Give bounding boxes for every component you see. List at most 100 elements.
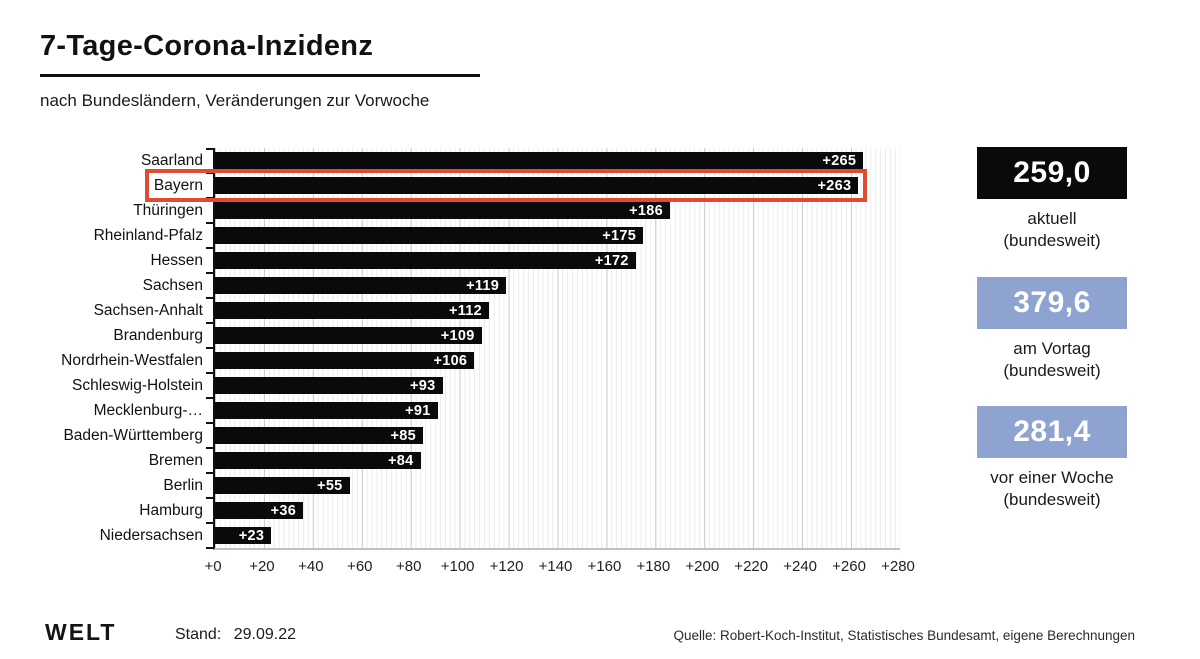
- stat-previous-day-value-box: 379,6: [977, 277, 1127, 329]
- x-axis-tick-label: +60: [347, 558, 373, 575]
- category-label: Sachsen: [142, 277, 203, 294]
- date-stamp-value: 29.09.22: [233, 626, 296, 643]
- y-axis-tick: [206, 547, 214, 549]
- x-axis-tick-label: +260: [832, 558, 866, 575]
- y-axis-tick: [206, 148, 214, 150]
- category-label: Nordrhein-Westfalen: [61, 352, 203, 369]
- stat-caption-line2: (bundesweit): [1003, 361, 1101, 380]
- bar-row: +23: [215, 523, 900, 548]
- bar-value-label: +265: [822, 152, 857, 169]
- y-axis-tick: [206, 322, 214, 324]
- category-labels: Saarland Bayern Thüringen Rheinland-Pfalz He…: [40, 148, 203, 548]
- stat-current-caption: aktuell (bundesweit): [977, 208, 1127, 252]
- bar-row: +172: [215, 248, 900, 273]
- bar-value-label: +172: [594, 252, 629, 269]
- bar-row: +55: [215, 473, 900, 498]
- stat-caption-line2: (bundesweit): [1003, 490, 1101, 509]
- stat-current: 259,0 aktuell (bundesweit): [977, 147, 1127, 252]
- stat-caption-line1: am Vortag: [1013, 339, 1091, 358]
- bar-row: +93: [215, 373, 900, 398]
- bar-value-label: +112: [448, 302, 482, 319]
- bar: +186: [215, 202, 671, 219]
- bar-row: +109: [215, 323, 900, 348]
- bar-value-label: +175: [602, 227, 637, 244]
- bar-chart: Saarland Bayern Thüringen Rheinland-Pfalz He…: [40, 148, 915, 588]
- x-axis-tick-label: +100: [440, 558, 475, 575]
- y-axis-ticks: [206, 148, 214, 550]
- bar-row: +84: [215, 448, 900, 473]
- bar-value-label: +85: [390, 427, 416, 444]
- stat-previous-week-value-box: 281,4: [977, 406, 1127, 458]
- bar: +85: [215, 427, 423, 444]
- x-axis-tick-label: +160: [587, 558, 622, 575]
- bar-row: +36: [215, 498, 900, 523]
- welt-logo: WELT: [45, 619, 117, 645]
- bar: +109: [215, 327, 482, 344]
- x-axis-tick-label: +180: [636, 558, 671, 575]
- x-axis-tick-label: +140: [538, 558, 573, 575]
- category-label: Baden-Württemberg: [63, 427, 203, 444]
- x-axis-tick-label: +80: [395, 558, 422, 575]
- x-axis-tick-label: +200: [685, 558, 720, 575]
- category-label: Hessen: [150, 252, 203, 269]
- bar: +175: [215, 227, 644, 244]
- bar-value-label: +36: [270, 502, 297, 519]
- stat-previous-day-caption: am Vortag (bundesweit): [977, 338, 1127, 382]
- bar-row: +106: [215, 348, 900, 373]
- bar-value-label: +93: [410, 377, 436, 394]
- category-label: Berlin: [163, 477, 203, 494]
- x-axis-tick-label: +220: [734, 558, 769, 575]
- bar: +23: [215, 527, 272, 544]
- stat-previous-week-value: 281,4: [1013, 415, 1091, 448]
- stat-caption-line1: vor einer Woche: [990, 468, 1114, 487]
- stat-previous-week: 281,4 vor einer Woche (bundesweit): [977, 406, 1127, 511]
- bar-value-label: +23: [238, 527, 265, 544]
- x-axis-labels: +0 +20 +40 +60 +80 +100 +120 +140 +160 +180 +200 +2…: [204, 558, 914, 580]
- page-subtitle: nach Bundesländern, Veränderungen zur Vo…: [40, 91, 430, 110]
- bar-value-label: +91: [405, 402, 431, 419]
- stat-current-value-box: 259,0: [977, 147, 1127, 199]
- x-axis-tick-label: +0: [204, 558, 222, 575]
- x-axis-tick-label: +240: [783, 558, 818, 575]
- y-axis-tick: [206, 372, 214, 374]
- bar: +93: [215, 377, 443, 394]
- date-stamp: Stand: 29.09.22: [175, 626, 296, 644]
- x-axis-tick-label: +280: [881, 558, 915, 575]
- y-axis-tick: [206, 172, 214, 174]
- category-label: Niedersachsen: [99, 527, 203, 544]
- bar: +112: [215, 302, 489, 319]
- category-label: Rheinland-Pfalz: [93, 227, 203, 244]
- x-axis-tick-label: +20: [249, 558, 275, 575]
- bar: +172: [215, 252, 636, 269]
- y-axis-tick: [206, 522, 214, 524]
- x-axis-tick-label: +40: [298, 558, 324, 575]
- bar-value-label: +106: [433, 352, 468, 369]
- bar: +119: [215, 277, 507, 294]
- y-axis-tick: [206, 472, 214, 474]
- y-axis-tick: [206, 297, 214, 299]
- bar-value-label: +55: [317, 477, 343, 494]
- bar: +84: [215, 452, 421, 469]
- y-axis-tick: [206, 447, 214, 449]
- bar: +106: [215, 352, 475, 369]
- title-underline: [40, 74, 480, 77]
- bar-row: +119: [215, 273, 900, 298]
- bar-row: +85: [215, 423, 900, 448]
- category-label: Brandenburg: [113, 327, 203, 344]
- category-label: Bremen: [148, 452, 203, 469]
- bar: +263: [215, 177, 859, 194]
- bar-row: +175: [215, 223, 900, 248]
- y-axis-tick: [206, 247, 214, 249]
- stat-previous-day-value: 379,6: [1013, 286, 1091, 319]
- y-axis-tick: [206, 347, 214, 349]
- stat-current-value: 259,0: [1013, 156, 1091, 189]
- source-credit: Quelle: Robert-Koch-Institut, Statistisc…: [673, 628, 1135, 643]
- bar-value-label: +186: [629, 202, 664, 219]
- bar-row: +186: [215, 198, 900, 223]
- category-label: Thüringen: [133, 202, 203, 219]
- bar: +36: [215, 502, 304, 519]
- category-label: Hamburg: [139, 502, 203, 519]
- bar-row: +91: [215, 398, 900, 423]
- bar-value-label: +263: [817, 177, 852, 194]
- x-axis-tick-label: +120: [489, 558, 524, 575]
